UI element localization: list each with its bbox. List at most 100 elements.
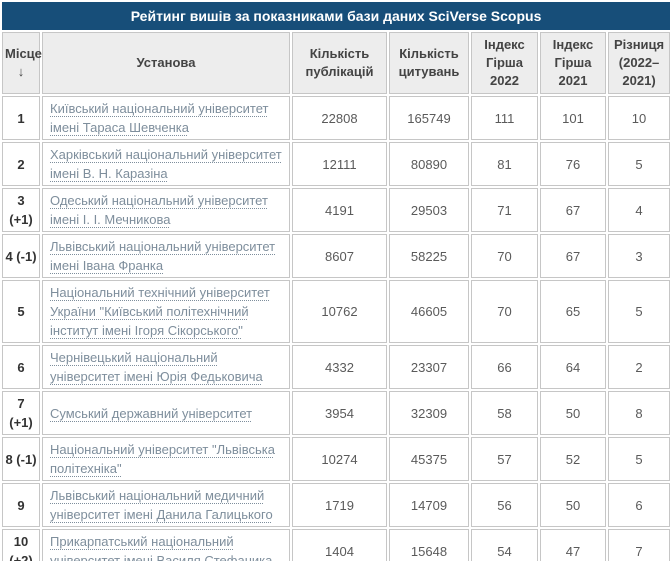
citations-cell: 23307 bbox=[389, 345, 469, 389]
place-cell: 4 (-1) bbox=[2, 234, 40, 278]
table-row: 10 (+2) Прикарпатський національний уніве… bbox=[2, 529, 671, 561]
place-cell: 10 (+2) bbox=[2, 529, 40, 561]
hirsch-2022-cell: 66 bbox=[471, 345, 538, 389]
column-header-difference: Різниця (2022–2021) bbox=[608, 32, 671, 94]
hirsch-2021-cell: 50 bbox=[540, 483, 606, 527]
publications-cell: 10274 bbox=[292, 437, 387, 481]
hirsch-2022-cell: 71 bbox=[471, 188, 538, 232]
column-header-institution-label: Установа bbox=[136, 55, 196, 70]
column-header-hirsch-2021: Індекс Гірша 2021 bbox=[540, 32, 606, 94]
column-header-difference-label: Різниця (2022–2021) bbox=[613, 37, 665, 88]
hirsch-2021-cell: 64 bbox=[540, 345, 606, 389]
column-header-place-label: Місце bbox=[5, 46, 42, 61]
institution-link[interactable]: Національний технічний університет Украї… bbox=[50, 285, 270, 338]
hirsch-2022-cell: 70 bbox=[471, 234, 538, 278]
institution-cell: Київський національний університет імені… bbox=[42, 96, 290, 140]
citations-cell: 15648 bbox=[389, 529, 469, 561]
institution-link[interactable]: Київський національний університет імені… bbox=[50, 101, 269, 135]
institution-link[interactable]: Одеський національний університет імені … bbox=[50, 193, 268, 227]
difference-cell: 4 bbox=[608, 188, 671, 232]
hirsch-2022-cell: 56 bbox=[471, 483, 538, 527]
institution-cell: Прикарпатський національний університет … bbox=[42, 529, 290, 561]
place-cell: 1 bbox=[2, 96, 40, 140]
table-row: 6 Чернівецький національний університет і… bbox=[2, 345, 671, 389]
hirsch-2021-cell: 65 bbox=[540, 280, 606, 343]
table-row: 7 (+1) Сумський державний університет 3954… bbox=[2, 391, 671, 435]
difference-cell: 8 bbox=[608, 391, 671, 435]
institution-link[interactable]: Прикарпатський національний університет … bbox=[50, 534, 273, 561]
table-row: 2 Харківський національний університет ім… bbox=[2, 142, 671, 186]
institution-link[interactable]: Національний університет "Львівська полі… bbox=[50, 442, 275, 476]
institution-cell: Чернівецький національний університет ім… bbox=[42, 345, 290, 389]
column-header-place: Місце ↓ bbox=[2, 32, 42, 94]
institution-link[interactable]: Львівський національний медичний універс… bbox=[50, 488, 273, 522]
institution-cell: Львівський національний медичний універс… bbox=[42, 483, 290, 527]
institution-link[interactable]: Сумський державний університет bbox=[50, 405, 253, 421]
table-row: 4 (-1) Львівський національний університе… bbox=[2, 234, 671, 278]
column-header-hirsch-2022-label: Індекс Гірша 2022 bbox=[484, 37, 525, 88]
difference-cell: 5 bbox=[608, 142, 671, 186]
place-cell: 3 (+1) bbox=[2, 188, 40, 232]
difference-cell: 3 bbox=[608, 234, 671, 278]
column-header-hirsch-2022: Індекс Гірша 2022 bbox=[471, 32, 538, 94]
citations-cell: 14709 bbox=[389, 483, 469, 527]
column-header-publications-label: Кількість публікацій bbox=[305, 46, 374, 79]
difference-cell: 6 bbox=[608, 483, 671, 527]
difference-cell: 2 bbox=[608, 345, 671, 389]
place-cell: 6 bbox=[2, 345, 40, 389]
publications-cell: 1719 bbox=[292, 483, 387, 527]
column-header-publications: Кількість публікацій bbox=[292, 32, 387, 94]
citations-cell: 58225 bbox=[389, 234, 469, 278]
table-title: Рейтинг вишів за показниками бази даних … bbox=[2, 2, 671, 30]
difference-cell: 10 bbox=[608, 96, 671, 140]
institution-link[interactable]: Харківський національний університет іме… bbox=[50, 147, 282, 181]
institution-cell: Львівський національний університет імен… bbox=[42, 234, 290, 278]
table-row: 5 Національний технічний університет Укра… bbox=[2, 280, 671, 343]
column-header-citations-label: Кількість цитувань bbox=[398, 46, 460, 79]
place-cell: 2 bbox=[2, 142, 40, 186]
sort-descending-icon: ↓ bbox=[17, 64, 25, 79]
citations-cell: 45375 bbox=[389, 437, 469, 481]
publications-cell: 10762 bbox=[292, 280, 387, 343]
table-row: 1 Київський національний університет імен… bbox=[2, 96, 671, 140]
place-cell: 5 bbox=[2, 280, 40, 343]
institution-cell: Харківський національний університет іме… bbox=[42, 142, 290, 186]
citations-cell: 29503 bbox=[389, 188, 469, 232]
hirsch-2021-cell: 50 bbox=[540, 391, 606, 435]
table-row: 9 Львівський національний медичний універ… bbox=[2, 483, 671, 527]
table-row: 8 (-1) Національний університет "Львівськ… bbox=[2, 437, 671, 481]
hirsch-2022-cell: 70 bbox=[471, 280, 538, 343]
institution-cell: Сумський державний університет bbox=[42, 391, 290, 435]
citations-cell: 46605 bbox=[389, 280, 469, 343]
hirsch-2021-cell: 67 bbox=[540, 188, 606, 232]
citations-cell: 32309 bbox=[389, 391, 469, 435]
place-cell: 9 bbox=[2, 483, 40, 527]
hirsch-2021-cell: 52 bbox=[540, 437, 606, 481]
difference-cell: 5 bbox=[608, 437, 671, 481]
institution-link[interactable]: Львівський національний університет імен… bbox=[50, 239, 276, 273]
place-cell: 7 (+1) bbox=[2, 391, 40, 435]
hirsch-2021-cell: 67 bbox=[540, 234, 606, 278]
table-row: 3 (+1) Одеський національний університет … bbox=[2, 188, 671, 232]
hirsch-2022-cell: 54 bbox=[471, 529, 538, 561]
column-header-hirsch-2021-label: Індекс Гірша 2021 bbox=[552, 37, 594, 88]
hirsch-2021-cell: 47 bbox=[540, 529, 606, 561]
publications-cell: 22808 bbox=[292, 96, 387, 140]
publications-cell: 4332 bbox=[292, 345, 387, 389]
citations-cell: 80890 bbox=[389, 142, 469, 186]
institution-link[interactable]: Чернівецький національний університет ім… bbox=[50, 350, 263, 384]
place-cell: 8 (-1) bbox=[2, 437, 40, 481]
difference-cell: 7 bbox=[608, 529, 671, 561]
citations-cell: 165749 bbox=[389, 96, 469, 140]
column-header-row: Місце ↓ Установа Кількість публікацій Кі… bbox=[2, 32, 671, 94]
publications-cell: 1404 bbox=[292, 529, 387, 561]
publications-cell: 12111 bbox=[292, 142, 387, 186]
hirsch-2022-cell: 81 bbox=[471, 142, 538, 186]
institution-cell: Національний технічний університет Украї… bbox=[42, 280, 290, 343]
publications-cell: 8607 bbox=[292, 234, 387, 278]
column-header-citations: Кількість цитувань bbox=[389, 32, 469, 94]
institution-cell: Національний університет "Львівська полі… bbox=[42, 437, 290, 481]
column-header-institution: Установа bbox=[42, 32, 290, 94]
